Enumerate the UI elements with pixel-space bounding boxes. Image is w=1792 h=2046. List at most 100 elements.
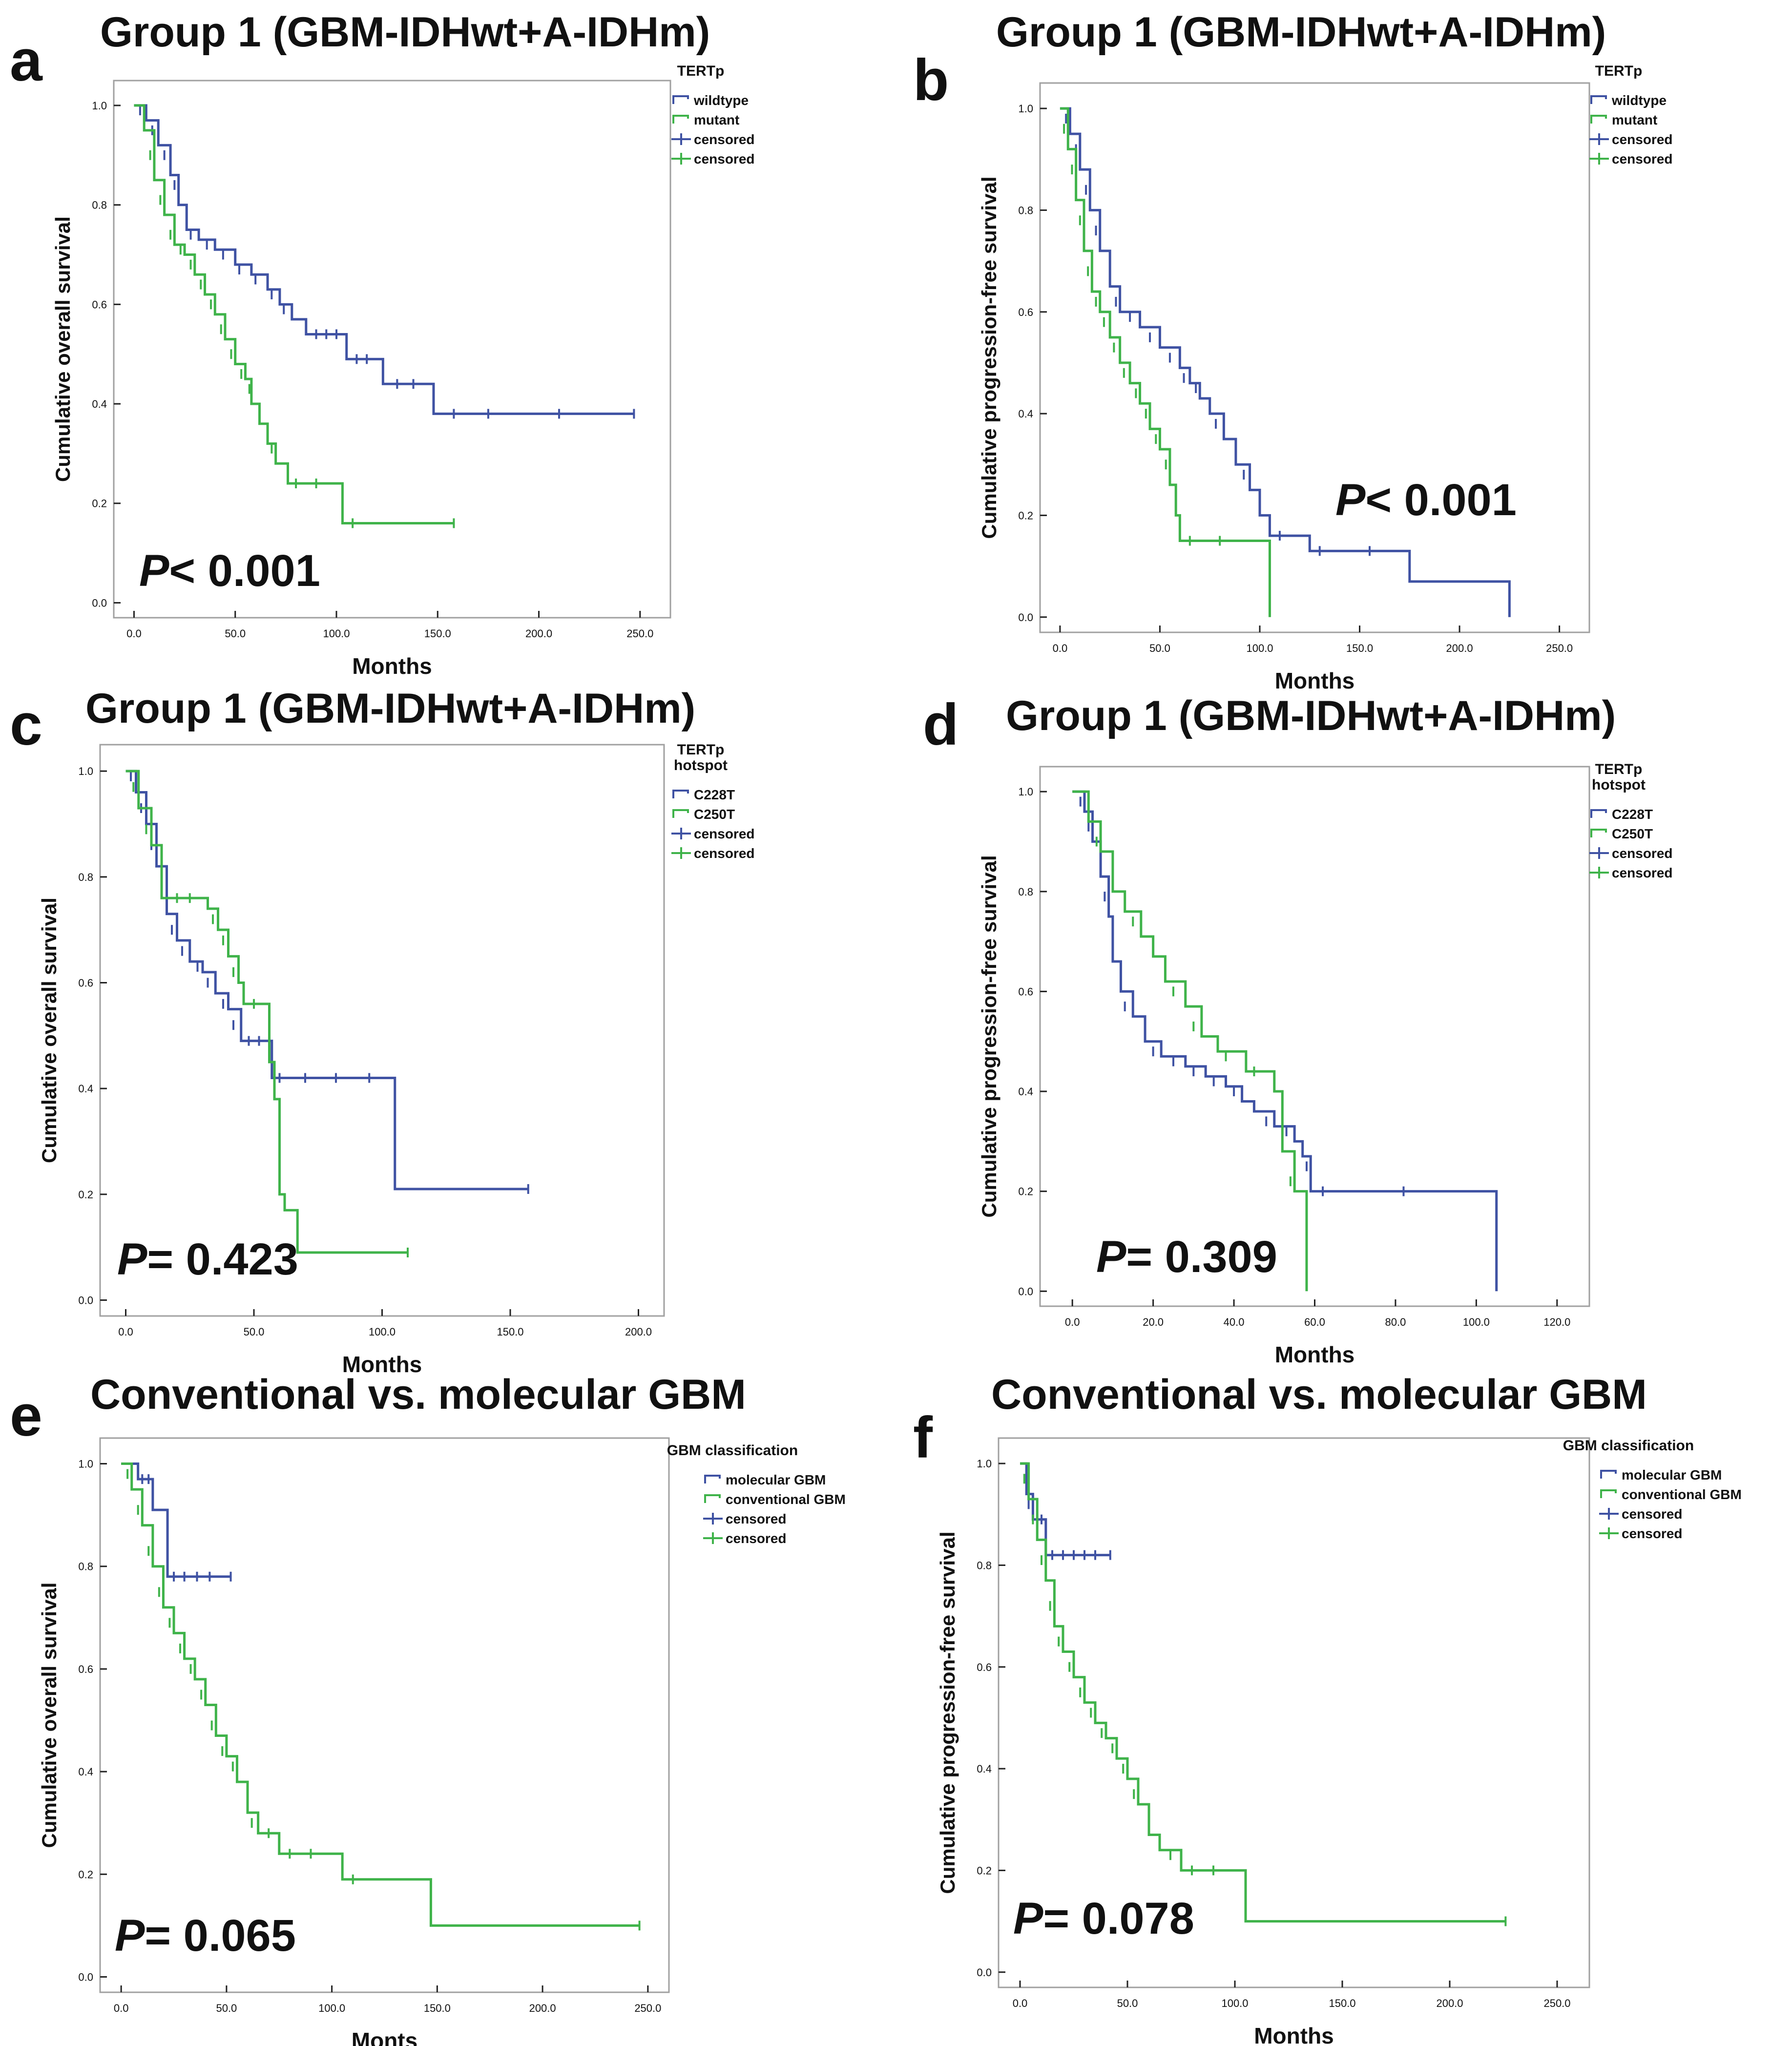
y-tick-label: 0.2: [78, 1189, 93, 1201]
y-tick-label: 0.6: [78, 977, 93, 989]
y-tick-label: 0.0: [1018, 611, 1033, 624]
legend-title: TERTp: [1595, 761, 1643, 777]
legend-title: TERTp: [677, 63, 725, 79]
x-tick-label: 0.0: [1053, 642, 1068, 654]
x-axis-label: Months: [342, 1352, 422, 1377]
y-tick-label: 0.8: [1018, 204, 1033, 216]
legend-censor-swatch: [1599, 1527, 1619, 1539]
x-tick-label: 50.0: [1149, 642, 1170, 654]
panel-title: Conventional vs. molecular GBM: [90, 1371, 746, 1418]
legend-label: censored: [694, 132, 755, 147]
y-tick-label: 0.8: [92, 199, 107, 211]
survival-curve-blue: [121, 1462, 231, 1578]
panel-title: Group 1 (GBM-IDHwt+A-IDHm): [100, 9, 710, 56]
legend-label: mutant: [1612, 112, 1657, 127]
y-axis-label: Cumulative progression-free survival: [978, 176, 1000, 539]
x-tick-label: 100.0: [323, 627, 350, 640]
y-tick-label: 1.0: [1018, 786, 1033, 798]
legend-censor-swatch: [1589, 847, 1609, 859]
panel-letter: b: [913, 47, 949, 113]
legend-swatch: [672, 790, 689, 798]
legend-title: GBM classification: [1563, 1438, 1694, 1454]
legend-swatch: [1600, 1489, 1617, 1498]
y-tick-label: 0.2: [92, 498, 107, 510]
legend-label: molecular GBM: [1622, 1467, 1722, 1482]
legend-swatch: [1590, 809, 1607, 818]
p-symbol: P: [1013, 1894, 1043, 1943]
y-tick-label: 1.0: [1018, 103, 1033, 115]
y-tick-label: 1.0: [977, 1458, 992, 1470]
legend-censor-swatch: [1589, 133, 1609, 145]
legend-censor-swatch: [671, 133, 691, 145]
plot-frame: [99, 744, 665, 1317]
y-tick-label: 0.2: [1018, 1186, 1033, 1198]
panel-f: f Conventional vs. molecular GBM 0.0 0.2 0.4…: [913, 1371, 1742, 2046]
survival-curve-blue: [1020, 1462, 1110, 1557]
legend-label: censored: [694, 826, 755, 841]
y-tick-label: 0.2: [78, 1868, 93, 1880]
x-tick-label: 0.0: [118, 1326, 133, 1338]
x-tick-label: 0.0: [1013, 1997, 1028, 2009]
p-value-text: = 0.065: [145, 1911, 296, 1961]
y-tick-label: 0.4: [78, 1083, 93, 1095]
legend-label: C228T: [1612, 807, 1653, 822]
p-value: P< 0.001: [1335, 475, 1517, 525]
x-tick-label: 0.0: [1065, 1316, 1080, 1328]
legend-censor-swatch: [671, 828, 691, 839]
panel-letter: e: [10, 1383, 42, 1448]
x-tick-label: 150.0: [497, 1326, 523, 1338]
p-value: P= 0.065: [115, 1911, 296, 1961]
x-tick-label: 50.0: [225, 627, 246, 640]
p-symbol: P: [139, 546, 169, 596]
legend-title: TERTp: [677, 742, 725, 758]
legend-swatch: [704, 1475, 721, 1483]
survival-curve-green: [1060, 107, 1271, 617]
y-tick-label: 0.0: [977, 1966, 992, 1979]
legend-label: mutant: [694, 112, 739, 127]
x-axis-label: Monts: [352, 2028, 417, 2046]
y-axis-label: Cumulative progression-free survival: [936, 1531, 959, 1894]
y-tick-label: 0.6: [92, 298, 107, 311]
legend-label: censored: [726, 1511, 787, 1526]
y-tick-label: 0.6: [977, 1661, 992, 1673]
legend-title: hotspot: [1592, 777, 1646, 793]
y-tick-label: 0.6: [78, 1663, 93, 1675]
x-tick-label: 20.0: [1143, 1316, 1164, 1328]
y-tick-label: 0.4: [78, 1766, 93, 1778]
x-tick-label: 100.0: [1246, 642, 1273, 654]
legend-censor-swatch: [671, 153, 691, 165]
y-tick-label: 0.8: [78, 871, 93, 883]
x-tick-label: 0.0: [126, 627, 142, 640]
legend-label: censored: [694, 151, 755, 167]
x-axis-label: Months: [1275, 668, 1355, 693]
panel-title: Conventional vs. molecular GBM: [991, 1371, 1647, 1418]
legend-label: C250T: [1612, 826, 1653, 841]
x-tick-label: 150.0: [424, 627, 451, 640]
legend-swatch: [704, 1494, 721, 1503]
legend-censor-swatch: [1589, 153, 1609, 165]
plot-frame: [998, 1437, 1590, 1988]
x-tick-label: 200.0: [529, 2002, 556, 2014]
p-value: P= 0.423: [117, 1234, 298, 1284]
p-value: P= 0.309: [1096, 1232, 1277, 1282]
legend-label: C250T: [694, 807, 735, 822]
legend-swatch: [672, 95, 689, 104]
y-tick-label: 1.0: [92, 100, 107, 112]
x-tick-label: 250.0: [1543, 1997, 1570, 2009]
legend-censor-swatch: [703, 1513, 723, 1524]
y-tick-label: 1.0: [78, 765, 93, 777]
y-tick-label: 0.0: [92, 597, 107, 609]
legend-label: censored: [1612, 151, 1673, 167]
y-tick-label: 0.6: [1018, 306, 1033, 318]
plot-frame: [99, 1437, 670, 1993]
legend-swatch: [1590, 95, 1607, 104]
y-axis-label: Cumulative overall survival: [51, 216, 74, 482]
legend-label: censored: [1612, 865, 1673, 880]
y-tick-label: 0.0: [78, 1294, 93, 1307]
y-tick-label: 0.0: [1018, 1285, 1033, 1297]
legend-label: censored: [1622, 1506, 1683, 1522]
x-tick-label: 200.0: [1436, 1997, 1463, 2009]
legend-censor-swatch: [703, 1532, 723, 1544]
p-symbol: P: [1096, 1232, 1126, 1282]
legend-censor-swatch: [671, 847, 691, 859]
